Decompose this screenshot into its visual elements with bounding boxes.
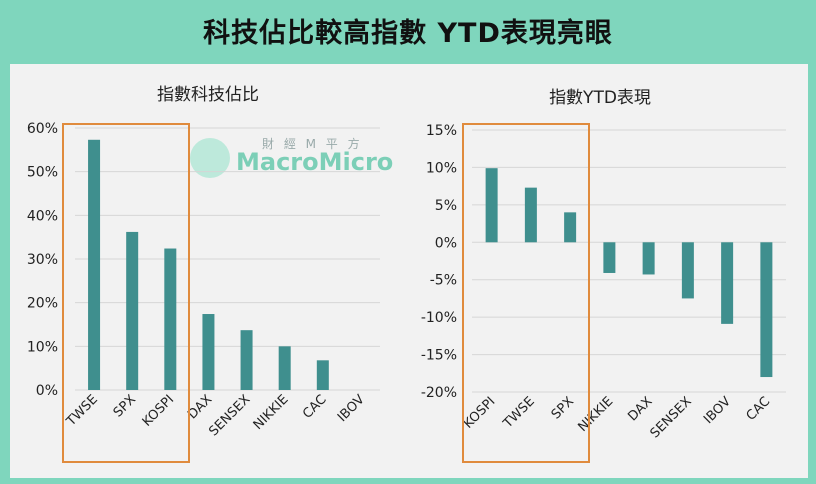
y-tick-label: 0% [36,383,58,399]
bar [202,314,215,390]
highlight-box [62,123,190,463]
y-tick-label: -10% [421,310,457,326]
x-tick-label: KOSPI [140,392,177,429]
chart-title: 指數科技佔比 [157,85,259,105]
y-tick-label: 0% [435,235,457,251]
bar [642,242,655,275]
x-tick-label: NIKKIE [251,392,292,433]
x-tick-label: CAC [744,394,774,424]
y-tick-label: 60% [27,121,58,137]
x-tick-label: SENSEX [648,394,695,441]
bar [485,168,498,243]
x-tick-label: SENSEX [206,392,253,439]
y-tick-label: 15% [426,123,457,139]
bar [126,231,139,390]
bar [278,346,291,390]
x-tick-label: DAX [625,394,655,424]
x-tick-label: IBOV [335,392,368,425]
bar [164,248,177,390]
bar [721,242,734,324]
y-tick-label: 20% [27,296,58,312]
y-tick-label: 10% [426,160,457,176]
y-tick-label: 30% [27,252,58,268]
y-tick-label: 40% [27,208,58,224]
bar [564,212,577,243]
y-tick-label: -5% [430,273,457,289]
y-tick-label: -15% [421,348,457,364]
bar [760,242,773,378]
x-tick-label: TWSE [63,392,101,430]
bar [603,242,616,273]
x-tick-label: SPX [111,392,139,420]
bar [316,360,329,390]
x-tick-label: IBOV [701,394,734,427]
bar [681,242,694,299]
y-tick-label: 10% [27,339,58,355]
x-tick-label: NIKKIE [575,394,616,435]
chart-panel [10,64,808,478]
x-tick-label: KOSPI [461,394,498,431]
x-tick-label: SPX [549,394,577,422]
page-title: 科技佔比較高指數 YTD表現亮眼 [203,17,613,49]
y-tick-label: 50% [27,165,58,181]
watermark-tagline: 財 經 M 平 方 [262,137,363,151]
y-tick-label: 5% [435,198,457,214]
y-tick-label: -20% [421,385,457,401]
bar [524,187,537,243]
bar [240,330,253,390]
highlight-box [462,123,590,463]
bar [88,139,101,390]
x-tick-label: TWSE [500,394,538,432]
x-tick-label: CAC [300,392,330,422]
chart-title: 指數YTD表現 [549,88,651,108]
